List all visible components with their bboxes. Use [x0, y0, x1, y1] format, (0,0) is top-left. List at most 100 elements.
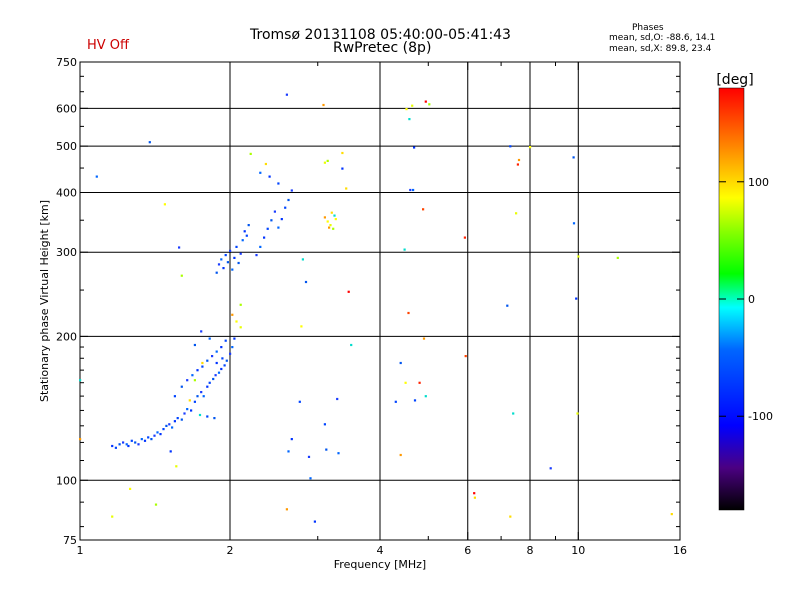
data-point — [408, 118, 411, 121]
colorbar-ticks: 100 0 -100 — [719, 176, 773, 423]
data-point — [220, 346, 223, 349]
data-point — [328, 226, 331, 229]
data-point — [336, 397, 339, 401]
data-point — [304, 280, 308, 284]
data-point — [413, 399, 417, 402]
y-tick-label: 75 — [63, 534, 77, 547]
data-point — [347, 290, 350, 293]
data-point — [243, 230, 246, 233]
data-point — [418, 381, 421, 384]
data-point — [576, 412, 579, 415]
data-point — [186, 408, 189, 411]
data-point — [190, 409, 193, 412]
data-point — [129, 487, 132, 490]
y-axis-label: Stationary phase Virtual Height [km] — [38, 200, 51, 402]
data-point — [300, 325, 303, 328]
x-axis-label: Frequency [MHz] — [334, 558, 426, 571]
data-point — [266, 227, 269, 230]
data-point — [175, 465, 178, 468]
data-point — [341, 167, 344, 170]
x-tick-label: 1 — [77, 544, 84, 557]
y-tick-label: 400 — [56, 186, 77, 199]
phases-o-stats: mean, sd,O: -88.6, 14.1 — [609, 33, 716, 43]
data-point — [212, 377, 215, 381]
data-point — [173, 395, 176, 398]
x-tick-label: 6 — [464, 544, 471, 557]
data-point — [529, 146, 532, 149]
data-point — [337, 452, 340, 455]
data-point — [285, 93, 288, 96]
data-point — [231, 313, 234, 316]
data-point — [224, 339, 227, 342]
data-point — [233, 256, 236, 259]
data-point — [79, 379, 82, 382]
data-point — [572, 222, 576, 225]
data-point — [150, 438, 153, 441]
data-point — [220, 258, 223, 261]
data-point — [464, 355, 467, 358]
data-point — [341, 151, 344, 155]
data-point — [229, 352, 232, 355]
data-point — [284, 206, 287, 209]
data-point — [326, 159, 329, 162]
data-point — [463, 236, 466, 239]
data-point — [147, 436, 150, 439]
data-point — [206, 415, 209, 418]
data-point — [326, 220, 329, 223]
title-line-2: RwPretec (8p) — [333, 40, 432, 56]
data-point — [143, 439, 147, 442]
title-line-1: Tromsø 20131108 05:40:00-05:41:43 — [250, 27, 511, 43]
data-point — [298, 400, 301, 403]
data-point — [277, 226, 280, 229]
data-point — [111, 444, 114, 448]
x-tick-labels: 1 2 4 6 8 10 16 — [77, 544, 688, 557]
data-point — [249, 152, 252, 155]
data-point — [193, 379, 196, 382]
data-point — [213, 417, 216, 420]
data-point — [208, 381, 211, 384]
data-point — [301, 258, 304, 261]
colorbar-tick-label: -100 — [748, 410, 773, 423]
data-point — [273, 210, 276, 213]
y-tick-label: 750 — [56, 56, 77, 69]
data-point — [153, 434, 156, 437]
data-point — [196, 369, 199, 372]
data-point — [140, 438, 143, 441]
data-point — [515, 212, 518, 215]
data-point — [411, 104, 414, 107]
data-point — [154, 503, 158, 506]
data-point — [215, 361, 218, 365]
x-tick-label: 8 — [527, 544, 534, 557]
data-point — [159, 433, 162, 436]
phases-title: Phases — [632, 23, 664, 33]
data-point — [130, 439, 133, 442]
grid-lines — [80, 62, 680, 540]
data-point — [259, 171, 262, 174]
data-point — [95, 175, 98, 178]
data-point — [239, 252, 242, 255]
data-point — [280, 218, 283, 221]
data-point — [237, 261, 240, 265]
data-point — [183, 412, 186, 415]
data-point — [509, 145, 512, 148]
data-point — [79, 438, 82, 441]
data-point — [325, 448, 328, 451]
data-point — [616, 256, 619, 259]
data-point — [217, 263, 221, 266]
data-point — [323, 216, 326, 219]
data-point — [215, 350, 218, 353]
data-point — [201, 365, 204, 368]
data-point — [118, 443, 121, 446]
data-point — [241, 239, 244, 242]
data-point — [290, 438, 293, 441]
data-point — [178, 246, 181, 249]
data-point — [221, 357, 224, 360]
data-point — [137, 443, 140, 446]
data-point — [193, 400, 196, 403]
data-point — [201, 361, 204, 365]
data-point — [428, 103, 431, 106]
x-tick-label: 2 — [227, 544, 234, 557]
data-point — [399, 453, 402, 457]
scatter-points — [79, 93, 673, 523]
